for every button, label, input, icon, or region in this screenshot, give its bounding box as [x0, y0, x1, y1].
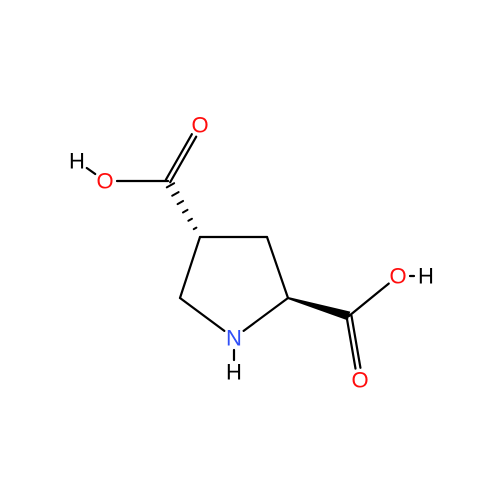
atom-label-o8: O — [389, 264, 406, 289]
molecule-diagram: NHOOHOOH — [0, 0, 500, 500]
atom-label-o7: O — [351, 368, 368, 393]
atom-label-n1: N — [226, 326, 242, 351]
atom-label-o10: O — [191, 113, 208, 138]
atom-label-h_o11: H — [69, 149, 85, 174]
atom-label-h_o8: H — [418, 264, 434, 289]
atom-label-o11: O — [96, 169, 113, 194]
atom-label-h_n: H — [226, 360, 242, 385]
